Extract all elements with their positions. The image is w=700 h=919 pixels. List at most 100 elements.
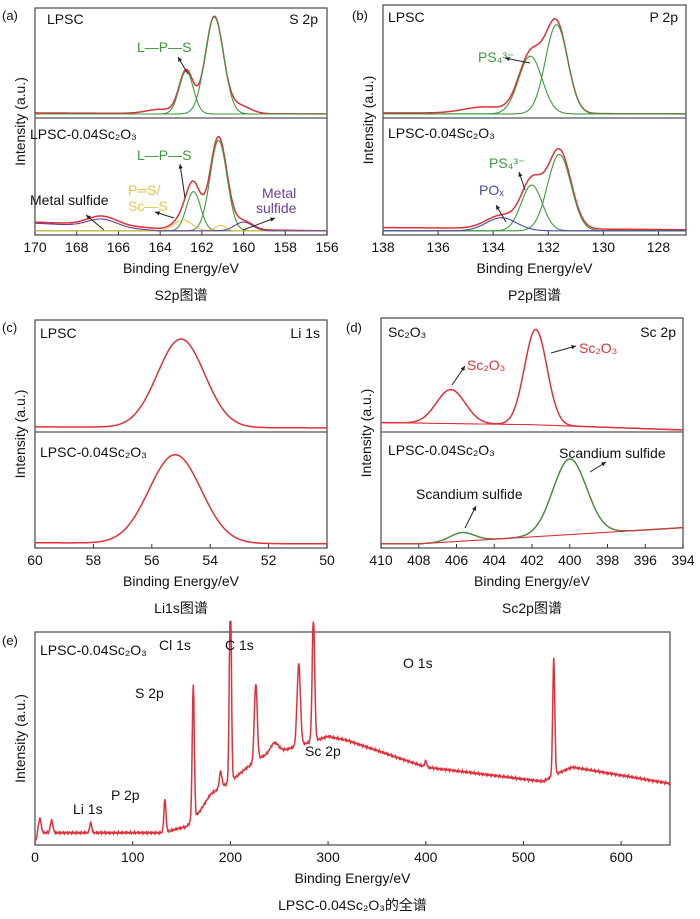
arrow-head [601,462,606,467]
peak-annotation: Cl 1s [159,637,191,653]
panel-letter: (e) [2,633,18,648]
peak-annotation: Sc—S [128,198,168,214]
y-axis-label: Intensity (a.u.) [12,694,28,783]
x-tick-label: 400 [558,552,582,568]
x-axis-label: Binding Energy/eV [474,573,591,589]
arrow-head [460,366,465,371]
panel-caption: P2p图谱 [508,287,561,303]
arrow-head [155,211,160,216]
x-tick-label: 56 [144,552,160,568]
region-label: P 2p [649,9,678,25]
panel-caption: Li1s图谱 [154,600,208,616]
region-label: Li 1s [290,325,320,341]
curve-background [381,527,684,545]
annotation-arrow [242,217,276,231]
plot-frame [380,317,684,549]
x-tick-label: 398 [596,552,620,568]
x-tick-label: 136 [426,239,450,255]
peak-annotation: P 2p [111,787,140,803]
peak-annotation: Li 1s [73,801,103,817]
peak-annotation: Sc 2p [305,743,341,759]
curve-envelope [35,453,327,545]
x-tick-label: 170 [23,239,47,255]
x-tick-label: 394 [671,552,695,568]
x-tick-label: 158 [274,239,298,255]
peak-annotation: PS₄³⁻ [478,49,514,65]
panel-letter: (d) [346,320,362,335]
x-tick-label: 162 [190,239,214,255]
curve-survey [34,620,671,844]
x-tick-label: 404 [483,552,507,568]
x-tick-label: 100 [121,849,145,865]
curve-component [35,70,327,115]
arrow-head [518,172,523,177]
peak-annotation: Sc₂O₃ [467,357,505,373]
x-tick-label: 600 [609,849,633,865]
sample-label: LPSC [47,11,84,27]
x-tick-label: 54 [202,552,218,568]
y-axis-label: Intensity (a.u.) [358,389,374,478]
x-tick-label: 130 [592,239,616,255]
curve-component [383,55,686,115]
x-tick-label: 300 [316,849,340,865]
sample-label: LPSC-0.04Sc₂O₃ [30,126,137,142]
x-tick-label: 134 [482,239,506,255]
x-tick-label: 128 [647,239,671,255]
x-tick-label: 160 [232,239,256,255]
y-axis-label: Intensity (a.u.) [360,76,376,165]
arrow-head [472,506,476,511]
arrow-head [178,164,183,169]
x-tick-label: 52 [261,552,277,568]
sample-label: LPSC-0.04Sc₂O₃ [388,125,495,141]
x-tick-label: 410 [369,552,393,568]
x-tick-label: 396 [634,552,658,568]
plot-frame [382,4,687,236]
sample-label: LPSC-0.04Sc₂O₃ [40,642,147,658]
x-tick-label: 166 [107,239,131,255]
plot-frame [34,319,328,549]
curve-component [383,24,686,115]
plot-frame [34,7,328,236]
x-tick-label: 168 [65,239,89,255]
peak-annotation: POₓ [479,182,504,198]
y-axis-label: Intensity (a.u.) [12,77,28,166]
arrow-head [86,215,91,220]
peak-annotation: C 1s [225,637,254,653]
x-tick-label: 0 [31,849,39,865]
x-axis-label: Binding Energy/eV [477,260,594,276]
x-tick-label: 156 [315,239,339,255]
x-axis-label: Binding Energy/eV [123,260,240,276]
curve-background [381,422,683,431]
arrow-head [178,57,183,62]
arrow-head [505,56,510,62]
panel-caption: S2p图谱 [155,287,208,303]
x-tick-label: 400 [414,849,438,865]
curve-envelope [382,17,686,115]
curve-envelope [35,135,327,232]
peak-annotation: Scandium sulfide [416,486,523,502]
y-axis-label: Intensity (a.u.) [12,390,28,479]
panel-letter: (b) [352,8,368,23]
peak-annotation: P═S/ [128,182,161,198]
peak-annotation: L—P—S [137,147,191,163]
peak-annotation: L—P—S [137,39,191,55]
panel-letter: (c) [2,320,17,335]
x-tick-label: 408 [407,552,431,568]
peak-annotation: Scandium sulfide [559,445,666,461]
arrow-head [496,205,501,210]
peak-annotation: sulfide [256,200,297,216]
x-tick-label: 60 [27,552,43,568]
sample-label: LPSC-0.04Sc₂O₃ [40,444,147,460]
peak-annotation: Metal sulfide [30,192,109,208]
plot-frame [34,631,671,846]
x-tick-label: 402 [520,552,544,568]
x-axis-label: Binding Energy/eV [295,870,412,886]
x-tick-label: 58 [86,552,102,568]
region-label: Sc 2p [640,324,676,340]
sample-label: LPSC [388,9,425,25]
x-tick-label: 50 [319,552,335,568]
curve-component [383,184,686,232]
peak-annotation: Sc₂O₃ [579,340,617,356]
peak-annotation: S 2p [135,685,164,701]
